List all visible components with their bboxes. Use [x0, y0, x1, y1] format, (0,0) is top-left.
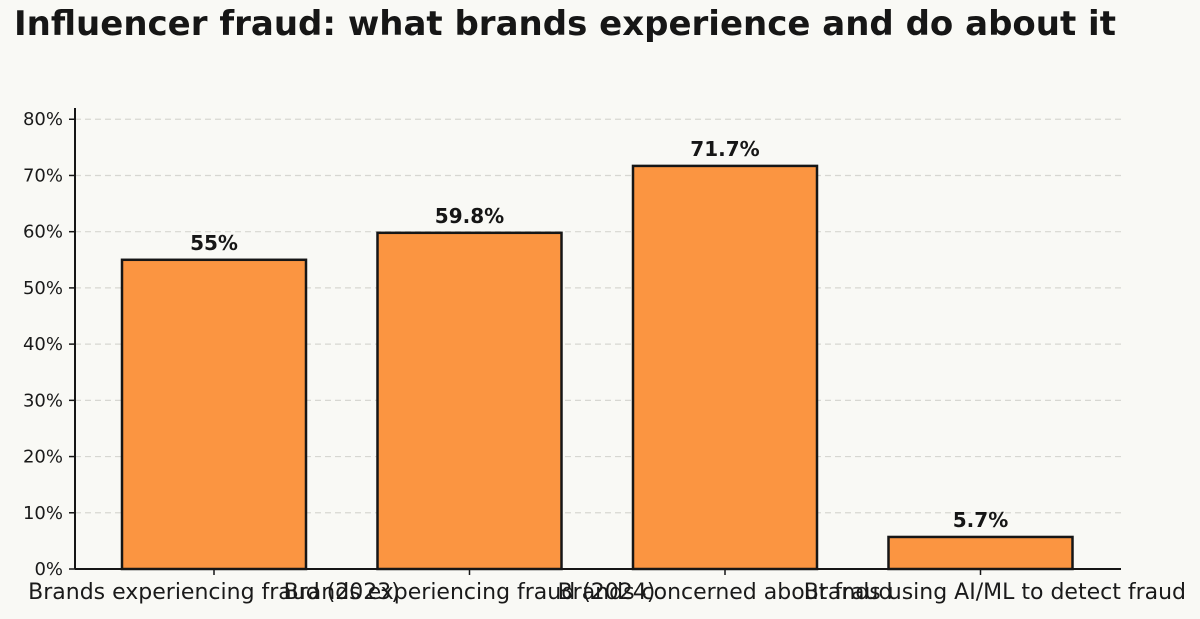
chart-title: Influencer fraud: what brands experience…: [14, 4, 1116, 44]
bar: [887, 535, 1074, 571]
y-tick-label: 70%: [23, 165, 63, 186]
bar-value-label: 59.8%: [435, 204, 504, 228]
x-category-label: Brands experiencing fraud (2023): [28, 580, 400, 605]
axes: [69, 108, 1121, 575]
y-tick-label: 30%: [23, 390, 63, 411]
x-category-label: Brands using AI/ML to detect fraud: [804, 580, 1186, 605]
labels: 0% 10% 20% 30% 40% 50% 60% 70% 80% 55% Brands expe…: [23, 109, 1186, 605]
y-tick-label: 40%: [23, 334, 63, 355]
y-tick-label: 20%: [23, 447, 63, 468]
bar-value-label: 5.7%: [953, 508, 1008, 532]
y-tick-label: 50%: [23, 278, 63, 299]
y-tick-label: 10%: [23, 503, 63, 524]
y-tick-label: 80%: [23, 109, 63, 130]
bar: [120, 258, 308, 571]
bar-value-label: 71.7%: [690, 137, 759, 161]
x-category-label: Brands concerned about fraud: [558, 580, 893, 605]
bar-value-label: 55%: [190, 231, 238, 255]
y-tick-label: 60%: [23, 222, 63, 243]
bar: [631, 164, 819, 571]
x-category-label: Brands experiencing fraud (2024): [284, 580, 656, 605]
bars: [120, 164, 1074, 571]
bar: [376, 231, 563, 571]
y-tick-label: 0%: [34, 559, 63, 580]
